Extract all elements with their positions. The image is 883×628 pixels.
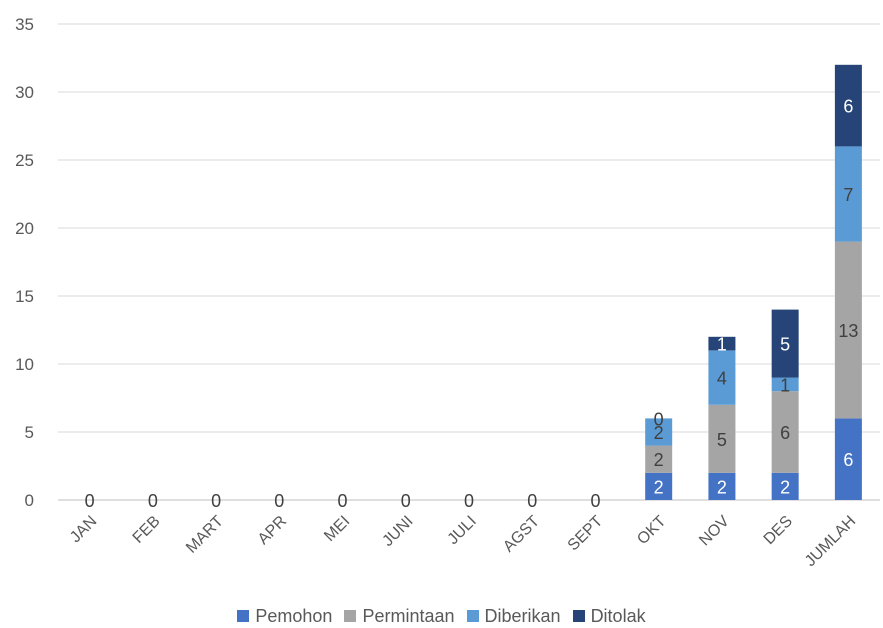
data-label: 0 bbox=[211, 491, 221, 511]
data-label: 2 bbox=[780, 477, 790, 497]
x-tick-label: FEB bbox=[130, 513, 164, 547]
y-tick-label: 5 bbox=[25, 423, 34, 442]
x-tick-label: AGST bbox=[500, 513, 543, 556]
bar-segment bbox=[645, 418, 673, 446]
bar-segment bbox=[645, 472, 673, 500]
legend-label: Permintaan bbox=[362, 605, 455, 626]
bar-segment bbox=[645, 445, 673, 473]
y-tick-label: 0 bbox=[25, 491, 34, 510]
legend-swatch bbox=[237, 610, 250, 622]
data-label: 0 bbox=[338, 491, 348, 511]
x-tick-label: SEPT bbox=[565, 513, 607, 555]
data-label: 7 bbox=[843, 185, 853, 205]
y-tick-label: 25 bbox=[15, 151, 34, 170]
bar-segment bbox=[771, 309, 799, 378]
bar-segment bbox=[708, 472, 736, 500]
data-label: 0 bbox=[590, 491, 600, 511]
x-axis: JAN FEB MART APR MEI JUNI JULI AGST SEPT OKT NOV DE… bbox=[67, 513, 859, 571]
x-tick-label: NOV bbox=[696, 513, 733, 550]
legend-label: Diberikan bbox=[484, 605, 561, 626]
x-tick-label: MART bbox=[183, 513, 227, 557]
data-label: 5 bbox=[780, 335, 790, 355]
y-axis: 0 5 10 15 20 25 30 35 bbox=[15, 15, 34, 510]
x-tick-label: MEI bbox=[321, 513, 353, 545]
y-tick-label: 15 bbox=[15, 287, 34, 306]
legend-label: Pemohon bbox=[255, 605, 333, 626]
y-tick-label: 20 bbox=[15, 219, 34, 238]
legend-label: Ditolak bbox=[590, 605, 646, 626]
x-tick-label: JUNI bbox=[379, 513, 416, 550]
data-label: 0 bbox=[148, 491, 158, 511]
bar-segment bbox=[708, 336, 736, 351]
data-label: 6 bbox=[780, 423, 790, 443]
bar-segment bbox=[834, 241, 862, 419]
legend-swatch bbox=[344, 610, 357, 622]
data-label: 6 bbox=[843, 450, 853, 470]
legend-item: Ditolak bbox=[572, 605, 646, 627]
data-label: 2 bbox=[654, 477, 664, 497]
legend-item: Pemohon bbox=[237, 606, 332, 627]
data-label: 0 bbox=[527, 491, 537, 511]
data-label: 2 bbox=[654, 423, 664, 443]
bar-segment bbox=[708, 404, 736, 473]
data-label: 0 bbox=[85, 491, 95, 511]
data-label: 13 bbox=[838, 321, 858, 341]
legend-item: Diberikan bbox=[466, 605, 561, 627]
legend-swatch bbox=[466, 610, 479, 622]
x-tick-label: JUMLAH bbox=[802, 513, 859, 570]
data-label: 0 bbox=[274, 491, 284, 511]
bar-segment bbox=[708, 350, 736, 405]
bar-segment bbox=[834, 418, 862, 500]
data-label: 0 bbox=[401, 491, 411, 511]
bars bbox=[645, 64, 862, 500]
bar-segment bbox=[771, 377, 799, 392]
legend-swatch bbox=[572, 610, 585, 622]
bar-segment bbox=[834, 146, 862, 242]
x-tick-label: JULI bbox=[445, 513, 480, 548]
data-label: 2 bbox=[654, 450, 664, 470]
data-label: 0 bbox=[464, 491, 474, 511]
data-label: 2 bbox=[717, 477, 727, 497]
legend: Pemohon Permintaan Diberikan Ditolak bbox=[0, 605, 883, 627]
x-tick-label: OKT bbox=[634, 513, 669, 548]
data-label: 6 bbox=[843, 97, 853, 117]
y-tick-label: 10 bbox=[15, 355, 34, 374]
data-label: 0 bbox=[654, 409, 664, 429]
y-tick-label: 30 bbox=[15, 83, 34, 102]
y-tick-label: 35 bbox=[15, 15, 34, 34]
bar-segment bbox=[771, 391, 799, 473]
gridlines bbox=[58, 23, 880, 501]
bar-segment bbox=[834, 64, 862, 147]
data-label: 4 bbox=[717, 369, 727, 389]
data-label: 5 bbox=[717, 430, 727, 450]
x-tick-label: JAN bbox=[67, 513, 100, 546]
x-tick-label: APR bbox=[255, 513, 290, 548]
bar-segment bbox=[771, 472, 799, 500]
data-label: 1 bbox=[780, 375, 790, 395]
x-tick-label: DES bbox=[761, 513, 796, 548]
data-label: 1 bbox=[717, 335, 727, 355]
legend-item: Permintaan bbox=[344, 605, 455, 627]
